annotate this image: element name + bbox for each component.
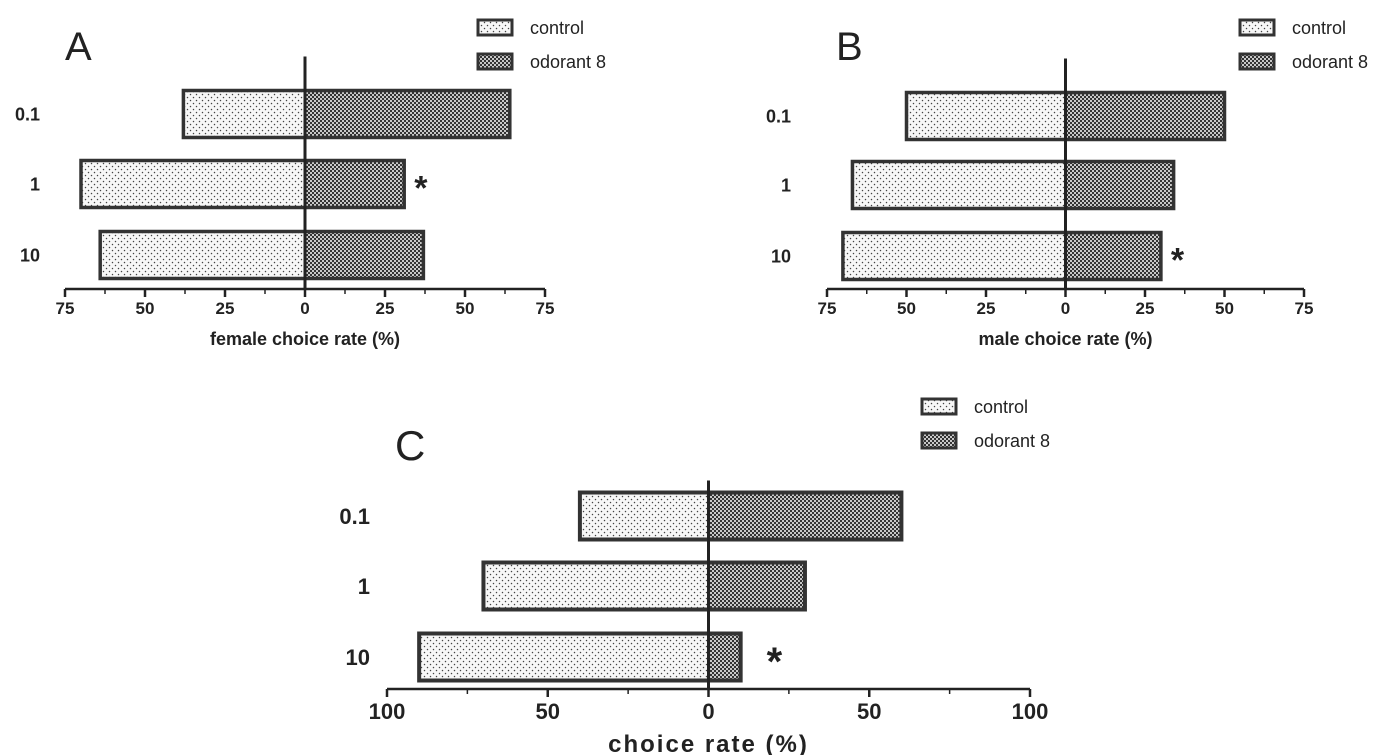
x-tick-label: 50 (1215, 299, 1234, 318)
legend-label: odorant 8 (530, 52, 606, 72)
legend-label: odorant 8 (974, 431, 1050, 451)
bar-outline (841, 230, 1163, 282)
x-tick-label: 50 (857, 699, 881, 724)
bar-odorant (1065, 161, 1174, 209)
x-tick-label: 75 (536, 299, 555, 318)
legend-swatch (1238, 52, 1276, 71)
category-label: 0.1 (766, 106, 791, 126)
x-tick-label: 0 (300, 299, 309, 318)
bar-control (906, 92, 1066, 140)
bar-odorant (305, 160, 405, 208)
x-tick-label: 75 (818, 299, 837, 318)
x-tick-label: 50 (536, 699, 560, 724)
category-label: 0.1 (339, 504, 370, 529)
panel-a: 0.1 1 10 75 50 25 0 25 50 75 female choice rate (%… (15, 18, 606, 349)
significance-star: * (1171, 241, 1185, 279)
legend-swatch (476, 52, 514, 71)
legend-label: odorant 8 (1292, 52, 1368, 72)
category-label: 1 (781, 175, 791, 195)
x-tick-label: 25 (1136, 299, 1155, 318)
x-tick-label: 50 (456, 299, 475, 318)
bar-odorant (1065, 92, 1225, 140)
x-tick-label: 25 (977, 299, 996, 318)
bar-control (183, 90, 305, 138)
x-tick-label: 100 (369, 699, 406, 724)
panel-letter: A (65, 25, 92, 69)
panel-b: 0.1 1 10 75 50 25 0 25 50 75 male choice rate (%) B… (766, 18, 1368, 349)
category-label: 1 (30, 174, 40, 194)
bar-control (100, 231, 305, 279)
x-tick-label: 25 (376, 299, 395, 318)
bar-control (483, 562, 709, 610)
category-label: 10 (20, 245, 40, 265)
bar-outline (98, 229, 426, 281)
bar-odorant (305, 90, 510, 138)
category-label: 10 (346, 645, 370, 670)
x-tick-label: 25 (216, 299, 235, 318)
legend-swatch (920, 431, 958, 450)
legend-swatch (476, 18, 514, 37)
bar-odorant (708, 492, 902, 540)
panel-letter: C (395, 422, 425, 469)
bar-outline (577, 490, 904, 542)
legend-swatch (1238, 18, 1276, 37)
x-tick-label: 75 (1295, 299, 1314, 318)
significance-star: * (414, 169, 428, 207)
bar-outline (181, 88, 512, 140)
bar-odorant (305, 231, 424, 279)
category-label: 10 (771, 246, 791, 266)
x-tick-label: 0 (702, 699, 714, 724)
bar-outline (417, 631, 743, 683)
x-axis-title: female choice rate (%) (210, 329, 400, 349)
legend-label: control (974, 397, 1028, 417)
bar-control (842, 232, 1066, 280)
panel-c: 0.1 1 10 100 50 0 50 100 choice rate (%) Ccontrol… (339, 397, 1050, 755)
bar-odorant (708, 562, 805, 610)
panel-letter: B (836, 25, 863, 69)
bar-control (81, 160, 305, 208)
legend-label: control (530, 18, 584, 38)
bar-control (579, 492, 709, 540)
bar-outline (850, 159, 1176, 211)
bar-outline (79, 158, 406, 210)
x-tick-label: 75 (56, 299, 75, 318)
category-label: 0.1 (15, 104, 40, 124)
x-tick-label: 50 (897, 299, 916, 318)
bar-control (419, 633, 709, 681)
bar-odorant (1065, 232, 1161, 280)
legend-swatch (920, 397, 958, 416)
bar-outline (481, 560, 807, 612)
category-label: 1 (358, 574, 370, 599)
bar-control (852, 161, 1066, 209)
x-tick-label: 0 (1061, 299, 1070, 318)
x-tick-label: 100 (1012, 699, 1049, 724)
x-tick-label: 50 (136, 299, 155, 318)
significance-star: * (767, 640, 783, 684)
bar-odorant (708, 633, 741, 681)
x-axis-title: male choice rate (%) (978, 329, 1152, 349)
x-axis-title: choice rate (%) (608, 731, 809, 755)
legend-label: control (1292, 18, 1346, 38)
